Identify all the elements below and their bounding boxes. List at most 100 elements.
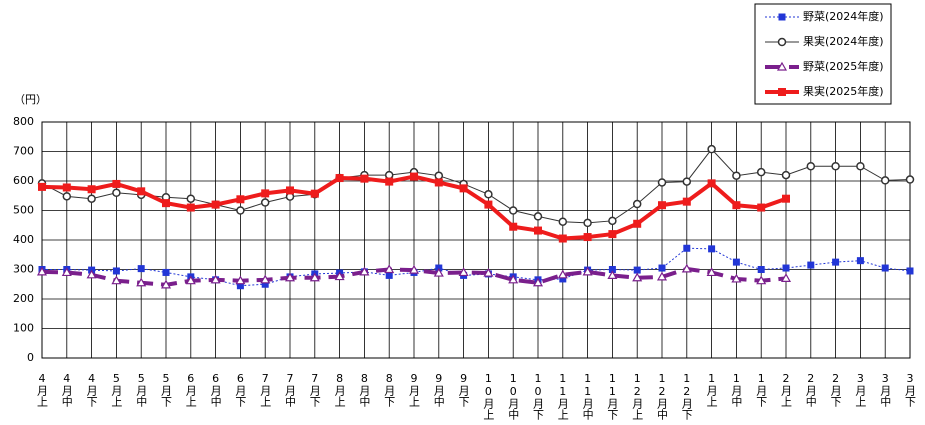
point xyxy=(756,167,766,177)
point xyxy=(608,216,617,226)
point xyxy=(434,171,444,180)
point xyxy=(757,203,766,212)
point xyxy=(831,162,840,171)
point xyxy=(310,189,319,198)
point xyxy=(509,222,518,231)
y-tick-label: 500 xyxy=(13,204,34,217)
point xyxy=(657,178,667,187)
y-tick-label: 200 xyxy=(13,292,34,305)
x-tick-label: 12月上 xyxy=(631,372,644,420)
x-tick-label: 9月中 xyxy=(432,372,445,407)
point xyxy=(782,194,790,203)
point xyxy=(112,188,121,198)
point xyxy=(558,234,567,243)
legend-label: 野菜(2025年度) xyxy=(803,59,884,73)
point xyxy=(236,282,244,290)
series-line xyxy=(42,247,911,287)
y-tick-label: 800 xyxy=(13,115,34,128)
x-tick-label: 2月上 xyxy=(780,372,793,407)
point xyxy=(236,206,245,215)
x-tick-label: 7月下 xyxy=(308,372,321,408)
point xyxy=(284,272,296,282)
point xyxy=(261,189,270,198)
point xyxy=(732,171,741,180)
point xyxy=(780,273,792,282)
x-tick-label: 7月上 xyxy=(259,372,272,407)
point xyxy=(632,199,642,209)
point xyxy=(681,263,692,273)
point xyxy=(856,162,865,171)
x-tick-label: 1月下 xyxy=(755,372,768,408)
point xyxy=(658,201,666,210)
point xyxy=(434,178,443,187)
point xyxy=(385,177,394,186)
point xyxy=(137,187,146,196)
point xyxy=(781,170,791,180)
point xyxy=(186,194,196,203)
x-tick-label: 3月中 xyxy=(879,372,892,407)
point xyxy=(608,230,617,239)
point xyxy=(732,201,741,210)
point xyxy=(534,226,542,235)
point xyxy=(36,266,48,276)
legend-item: 果実(2025年度) xyxy=(765,84,884,98)
point xyxy=(807,261,815,269)
y-tick-label: 300 xyxy=(13,263,34,276)
legend-item: 野菜(2025年度) xyxy=(765,59,884,73)
point xyxy=(905,175,915,184)
point xyxy=(87,185,96,194)
point xyxy=(557,269,568,279)
point xyxy=(359,266,370,276)
x-tick-label: 6月下 xyxy=(234,372,247,408)
x-tick-label: 4月下 xyxy=(85,372,98,408)
point xyxy=(708,245,716,253)
point xyxy=(806,162,816,171)
x-tick-label: 2月下 xyxy=(829,372,842,408)
point xyxy=(335,174,344,183)
x-tick-label: 8月中 xyxy=(358,372,371,407)
point xyxy=(484,190,493,199)
y-tick-label: 600 xyxy=(13,174,34,187)
point xyxy=(61,267,72,277)
y-axis-label: （円） xyxy=(14,93,47,106)
point xyxy=(583,233,592,242)
point xyxy=(656,271,668,281)
point xyxy=(757,266,765,273)
point xyxy=(731,273,742,283)
point xyxy=(385,271,393,279)
x-tick-label: 1月上 xyxy=(705,372,718,407)
point xyxy=(732,258,740,266)
point xyxy=(162,199,170,208)
point xyxy=(111,275,122,285)
point xyxy=(410,172,418,181)
x-tick-label: 3月上 xyxy=(854,372,867,407)
point xyxy=(112,179,121,188)
point xyxy=(86,269,97,279)
x-tick-label: 5月上 xyxy=(110,372,123,407)
point xyxy=(607,270,618,279)
x-tick-label: 11月上 xyxy=(556,372,569,420)
x-tick-label: 12月中 xyxy=(656,372,669,420)
point xyxy=(682,197,691,206)
point xyxy=(137,265,145,273)
legend-label: 果実(2025年度) xyxy=(803,84,884,98)
point xyxy=(856,257,864,265)
legend-marker xyxy=(776,61,788,71)
x-tick-label: 9月上 xyxy=(408,372,421,407)
x-tick-label: 10月中 xyxy=(507,372,520,420)
x-tick-label: 2月中 xyxy=(804,372,817,407)
point xyxy=(707,144,716,154)
legend-box xyxy=(754,3,892,105)
legend-marker xyxy=(778,88,786,96)
point xyxy=(782,264,790,272)
point xyxy=(459,184,468,193)
point xyxy=(384,170,394,180)
point xyxy=(533,212,543,221)
x-tick-label: 3月下 xyxy=(904,372,917,408)
legend-item: 野菜(2024年度) xyxy=(765,9,884,23)
point xyxy=(408,264,420,274)
point xyxy=(384,264,395,274)
x-tick-label: 4月中 xyxy=(60,372,73,407)
point xyxy=(508,206,518,215)
x-tick-label: 6月上 xyxy=(184,372,197,407)
